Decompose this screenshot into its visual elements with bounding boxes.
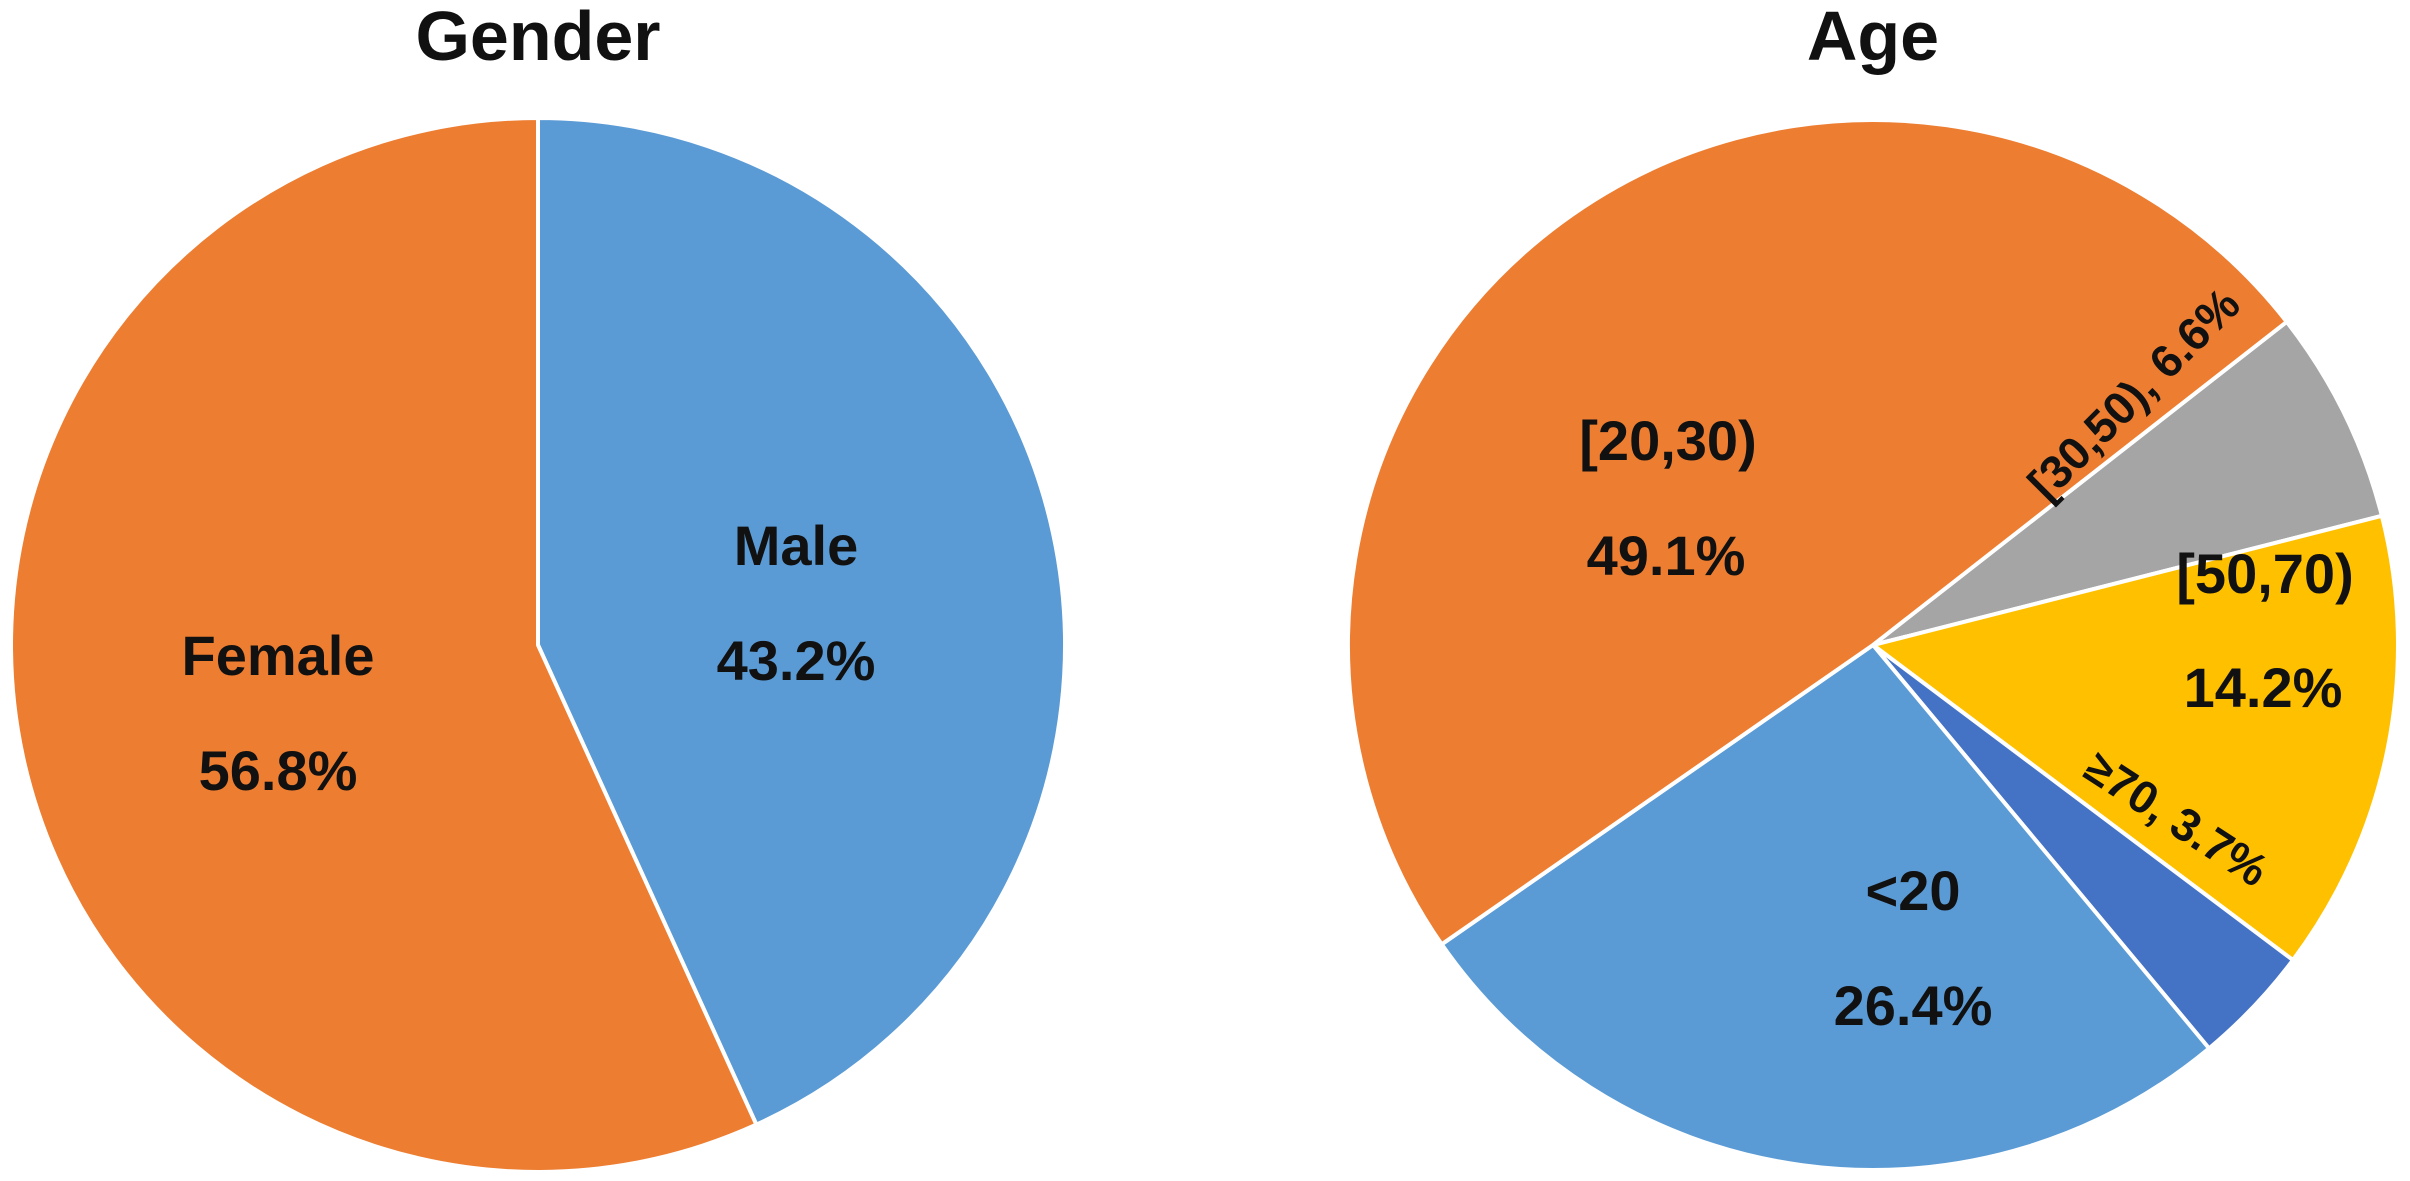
gender-slice-female bbox=[9, 116, 759, 1174]
age-50-70-value: 14.2% bbox=[2184, 656, 2343, 719]
male-label: Male bbox=[734, 514, 859, 577]
gender-slices bbox=[9, 116, 1067, 1174]
female-value: 56.8% bbox=[199, 739, 358, 802]
age-slice-50-70 bbox=[1871, 513, 2400, 963]
age-slice-under-20 bbox=[1439, 643, 2212, 1172]
age-slices bbox=[1346, 118, 2400, 1172]
gender-chart-title: Gender bbox=[415, 0, 660, 75]
age-50-70-label: [50,70) bbox=[2176, 542, 2353, 605]
age-chart-title: Age bbox=[1807, 0, 1939, 75]
male-value: 43.2% bbox=[717, 629, 876, 692]
age-under-20-value: 26.4% bbox=[1834, 974, 1993, 1037]
gender-slice-male bbox=[536, 116, 1067, 1127]
age-chart: Age [20,30) 49.1% [30,50), 6.6% [50,70) … bbox=[1346, 0, 2400, 1172]
age-slice-30-50 bbox=[1871, 319, 2384, 647]
age-under-20-label: <20 bbox=[1866, 859, 1961, 922]
age-20-30-value: 49.1% bbox=[1587, 524, 1746, 587]
age-slice-20-30 bbox=[1346, 118, 2289, 947]
age-20-30-label: [20,30) bbox=[1579, 409, 1756, 472]
female-label: Female bbox=[182, 624, 375, 687]
gender-chart: Gender Male 43.2% Female 56.8% bbox=[9, 0, 1067, 1174]
